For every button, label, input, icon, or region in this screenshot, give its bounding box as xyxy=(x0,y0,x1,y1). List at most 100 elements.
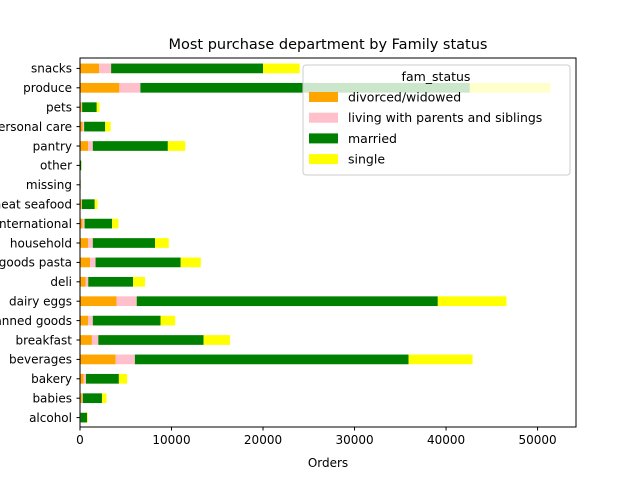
bar-international-series-3 xyxy=(112,218,119,229)
bar-household-series-0 xyxy=(80,238,89,248)
bar-dairy-eggs-series-0 xyxy=(80,296,117,307)
bar-pantry-series-3 xyxy=(167,141,186,151)
bar-deli-series-3 xyxy=(133,276,145,287)
bar-pantry-series-0 xyxy=(80,141,89,151)
bar-personal-care-series-1 xyxy=(82,121,85,132)
y-tick-label: household xyxy=(10,236,72,250)
bar-canned-goods-series-1 xyxy=(88,315,93,326)
bar-meat-seafood-series-2 xyxy=(81,199,95,210)
bar-dairy-eggs-series-2 xyxy=(136,296,438,307)
x-axis-label: Orders xyxy=(308,456,348,470)
bar-breakfast-series-2 xyxy=(98,335,204,345)
bar-breakfast-series-0 xyxy=(80,335,92,345)
bar-pets-series-1 xyxy=(81,102,83,113)
bar-deli-series-1 xyxy=(85,276,89,287)
bar-snacks-series-1 xyxy=(99,63,112,74)
bar-dry-goods-pasta-series-2 xyxy=(95,257,181,268)
y-tick-label: babies xyxy=(32,392,72,406)
bar-pets-series-2 xyxy=(82,102,97,113)
bar-babies-series-0 xyxy=(80,393,82,404)
bar-bakery-series-2 xyxy=(85,373,119,384)
legend-swatch-3 xyxy=(309,154,338,165)
y-tick-label: pantry xyxy=(33,139,72,153)
bar-bakery-series-3 xyxy=(118,373,128,384)
bar-meat-seafood-series-0 xyxy=(80,199,82,210)
x-tick-label: 20000 xyxy=(244,433,282,447)
bar-babies-series-2 xyxy=(82,393,102,404)
bar-deli-series-2 xyxy=(88,276,134,287)
y-tick-label: canned goods xyxy=(0,314,72,328)
bar-beverages-series-1 xyxy=(115,354,135,365)
bar-international-series-0 xyxy=(80,218,83,229)
bar-snacks-series-2 xyxy=(111,63,264,74)
x-tick-label: 10000 xyxy=(152,433,190,447)
y-tick-label: alcohol xyxy=(29,411,72,425)
y-tick-label: personal care xyxy=(0,120,72,134)
y-tick-label: other xyxy=(40,159,72,173)
legend-swatch-2 xyxy=(309,133,338,144)
bar-personal-care-series-0 xyxy=(80,121,83,132)
bar-produce-series-1 xyxy=(119,82,141,93)
y-tick-label: bakery xyxy=(31,372,72,386)
x-tick-label: 0 xyxy=(76,433,84,447)
bar-beverages-series-0 xyxy=(80,354,116,365)
bar-meat-seafood-series-3 xyxy=(94,199,98,210)
bar-babies-series-1 xyxy=(81,393,83,404)
bar-meat-seafood-series-1 xyxy=(81,199,82,210)
bar-alcohol-series-3 xyxy=(87,412,88,423)
bar-household-series-2 xyxy=(92,238,156,248)
bar-snacks-series-3 xyxy=(263,63,300,74)
bar-dry-goods-pasta-series-3 xyxy=(180,257,201,268)
bar-beverages-series-2 xyxy=(134,354,409,365)
bar-dairy-eggs-series-1 xyxy=(116,296,137,307)
bar-snacks-series-0 xyxy=(80,63,100,74)
y-tick-label: breakfast xyxy=(15,333,72,347)
y-tick-label: beverages xyxy=(9,353,72,367)
bar-canned-goods-series-0 xyxy=(80,315,89,326)
bar-breakfast-series-3 xyxy=(203,335,231,345)
x-tick-label: 50000 xyxy=(518,433,556,447)
y-tick-label: international xyxy=(0,217,72,231)
bar-pets-series-0 xyxy=(80,102,82,113)
y-tick-label: dairy eggs xyxy=(9,295,72,309)
x-tick-label: 40000 xyxy=(427,433,465,447)
bar-personal-care-series-2 xyxy=(84,121,106,132)
y-tick-label: missing xyxy=(26,178,72,192)
bar-canned-goods-series-2 xyxy=(92,315,161,326)
legend-box xyxy=(302,64,571,176)
bar-international-series-1 xyxy=(82,218,85,229)
legend-label-0: divorced/widowed xyxy=(348,90,461,105)
x-axis: 0 10000 20000 30000 40000 50000 xyxy=(76,427,557,447)
legend-title: fam_status xyxy=(402,69,471,84)
bar-pets-series-3 xyxy=(96,102,100,113)
y-tick-label: produce xyxy=(23,81,72,95)
y-axis: alcohol babies bakery beverages breakfast can… xyxy=(0,62,80,425)
y-tick-label: meat seafood xyxy=(0,198,72,212)
legend-swatch-1 xyxy=(309,112,338,123)
bar-bakery-series-1 xyxy=(83,373,86,384)
y-tick-label: dry goods pasta xyxy=(0,256,72,270)
bar-pantry-series-2 xyxy=(92,141,168,151)
y-tick-label: deli xyxy=(50,275,72,289)
bar-bakery-series-0 xyxy=(80,373,84,384)
bar-deli-series-0 xyxy=(80,276,86,287)
legend-label-2: married xyxy=(348,131,397,146)
legend-swatch-0 xyxy=(309,92,338,102)
bar-beverages-series-3 xyxy=(408,354,473,365)
bar-dry-goods-pasta-series-1 xyxy=(90,257,96,268)
legend-label-3: single xyxy=(348,152,385,167)
bar-babies-series-3 xyxy=(101,393,107,404)
bar-produce-series-0 xyxy=(80,82,120,93)
bar-household-series-3 xyxy=(155,238,169,248)
chart-title: Most purchase department by Family statu… xyxy=(168,37,487,53)
bar-other-series-2 xyxy=(80,160,82,171)
x-tick-label: 30000 xyxy=(335,433,373,447)
y-tick-label: snacks xyxy=(31,62,72,76)
bar-dairy-eggs-series-3 xyxy=(437,296,507,307)
bar-personal-care-series-3 xyxy=(105,121,111,132)
bar-household-series-1 xyxy=(88,238,93,248)
bar-canned-goods-series-3 xyxy=(160,315,176,326)
bar-international-series-2 xyxy=(84,218,113,229)
bar-breakfast-series-1 xyxy=(91,335,99,345)
